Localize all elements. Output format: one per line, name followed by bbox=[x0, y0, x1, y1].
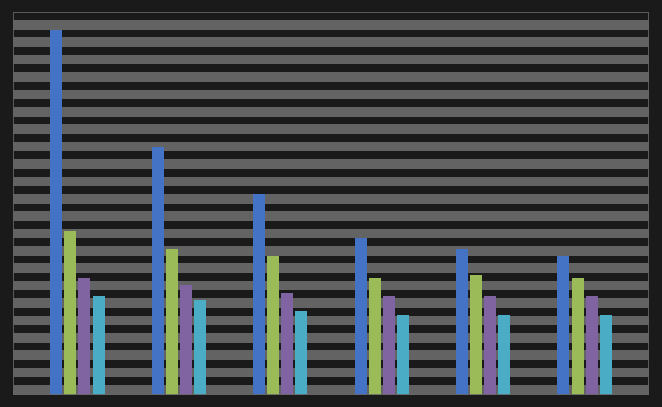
Bar bbox=[369, 278, 381, 395]
Bar bbox=[64, 231, 76, 395]
Bar bbox=[456, 249, 468, 395]
Bar bbox=[152, 147, 164, 395]
Bar bbox=[13, 72, 649, 82]
Bar bbox=[13, 263, 649, 273]
Bar bbox=[13, 37, 649, 47]
Bar bbox=[571, 278, 584, 395]
Bar bbox=[13, 350, 649, 360]
Bar bbox=[498, 315, 510, 395]
Bar bbox=[13, 211, 649, 221]
Bar bbox=[295, 311, 307, 395]
Bar bbox=[13, 316, 649, 325]
Bar bbox=[13, 55, 649, 64]
Bar bbox=[13, 333, 649, 343]
Bar bbox=[13, 3, 649, 12]
Bar bbox=[194, 300, 206, 395]
Bar bbox=[13, 368, 649, 377]
Bar bbox=[13, 281, 649, 291]
Bar bbox=[13, 125, 649, 134]
Bar bbox=[586, 296, 598, 395]
Bar bbox=[13, 246, 649, 256]
Bar bbox=[13, 90, 649, 99]
Bar bbox=[13, 229, 649, 238]
Bar bbox=[13, 194, 649, 204]
Bar bbox=[13, 107, 649, 116]
Bar bbox=[281, 293, 293, 395]
Bar bbox=[267, 256, 279, 395]
Bar bbox=[397, 315, 409, 395]
Bar bbox=[93, 296, 105, 395]
Bar bbox=[13, 385, 649, 395]
Bar bbox=[50, 31, 62, 395]
Bar bbox=[13, 142, 649, 151]
Bar bbox=[13, 298, 649, 308]
Bar bbox=[355, 238, 367, 395]
Bar bbox=[13, 177, 649, 186]
Bar bbox=[383, 296, 395, 395]
Bar bbox=[470, 275, 482, 395]
Bar bbox=[600, 315, 612, 395]
Bar bbox=[13, 159, 649, 169]
Bar bbox=[13, 20, 649, 30]
Bar bbox=[180, 285, 192, 395]
Bar bbox=[485, 296, 496, 395]
Bar bbox=[557, 256, 569, 395]
Bar bbox=[166, 249, 177, 395]
Bar bbox=[253, 195, 265, 395]
Bar bbox=[78, 278, 91, 395]
